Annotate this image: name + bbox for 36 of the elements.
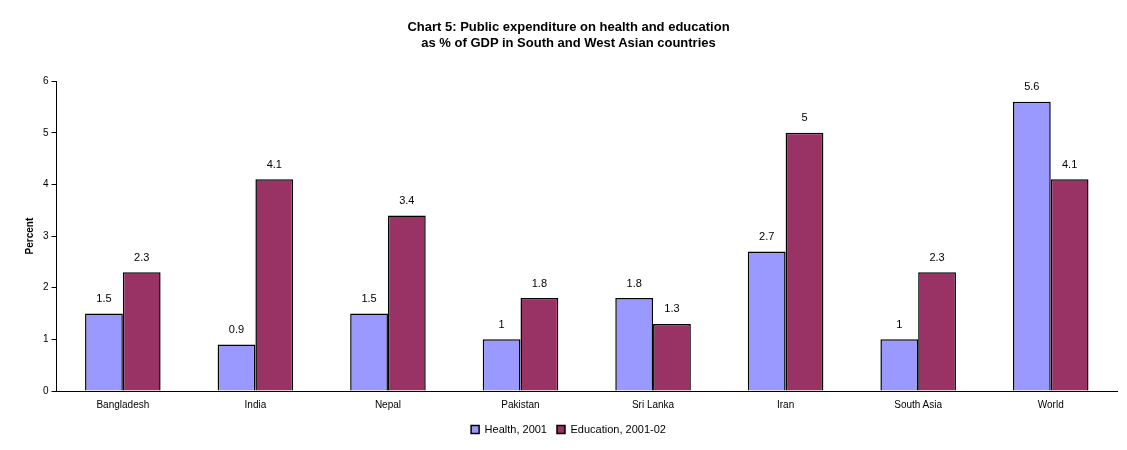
data-label: 1.5 — [361, 292, 377, 305]
legend-label: Health, 2001 — [484, 422, 547, 435]
data-label: 1 — [896, 317, 903, 330]
data-label: 4.1 — [266, 157, 282, 170]
y-tick-label: 3 — [43, 229, 49, 241]
x-tick-label: Pakistan — [501, 398, 540, 410]
text: as % of GDP in South and West Asian countries — [421, 34, 716, 50]
legend-label: Education, 2001-02 — [570, 422, 666, 435]
data-label: 1.5 — [96, 292, 112, 305]
data-label: 2.7 — [759, 230, 775, 243]
data-label: 1.3 — [664, 302, 680, 315]
y-axis-title: Percent — [23, 217, 35, 255]
y-tick-label: 1 — [43, 333, 49, 345]
y-tick-label: 5 — [43, 126, 49, 138]
data-label: 1.8 — [626, 276, 642, 289]
x-tick-label: South Asia — [894, 398, 943, 410]
x-tick-label: Iran — [777, 398, 795, 410]
x-tick-label: Nepal — [374, 398, 402, 410]
x-tick-label: Sri Lanka — [631, 398, 675, 410]
x-tick-label: Bangladesh — [96, 398, 150, 410]
data-label: 3.4 — [399, 193, 415, 206]
data-label: 1 — [498, 317, 505, 330]
data-label: 1.8 — [531, 276, 548, 289]
y-tick-label: 0 — [43, 384, 49, 396]
data-label: 2.3 — [134, 250, 150, 263]
y-tick-label: 2 — [43, 281, 49, 293]
data-label: 5.6 — [1024, 80, 1040, 93]
x-tick-label: World — [1037, 398, 1064, 410]
x-tick-label: India — [244, 398, 267, 410]
data-label: 5 — [801, 111, 808, 124]
data-label: 0.9 — [228, 323, 245, 336]
text: Chart 5: Public expenditure on health and education — [407, 19, 730, 35]
y-tick-label: 4 — [43, 178, 49, 190]
data-label: 4.1 — [1061, 157, 1078, 170]
data-label: 2.3 — [929, 250, 945, 263]
y-tick-label: 6 — [43, 74, 49, 86]
